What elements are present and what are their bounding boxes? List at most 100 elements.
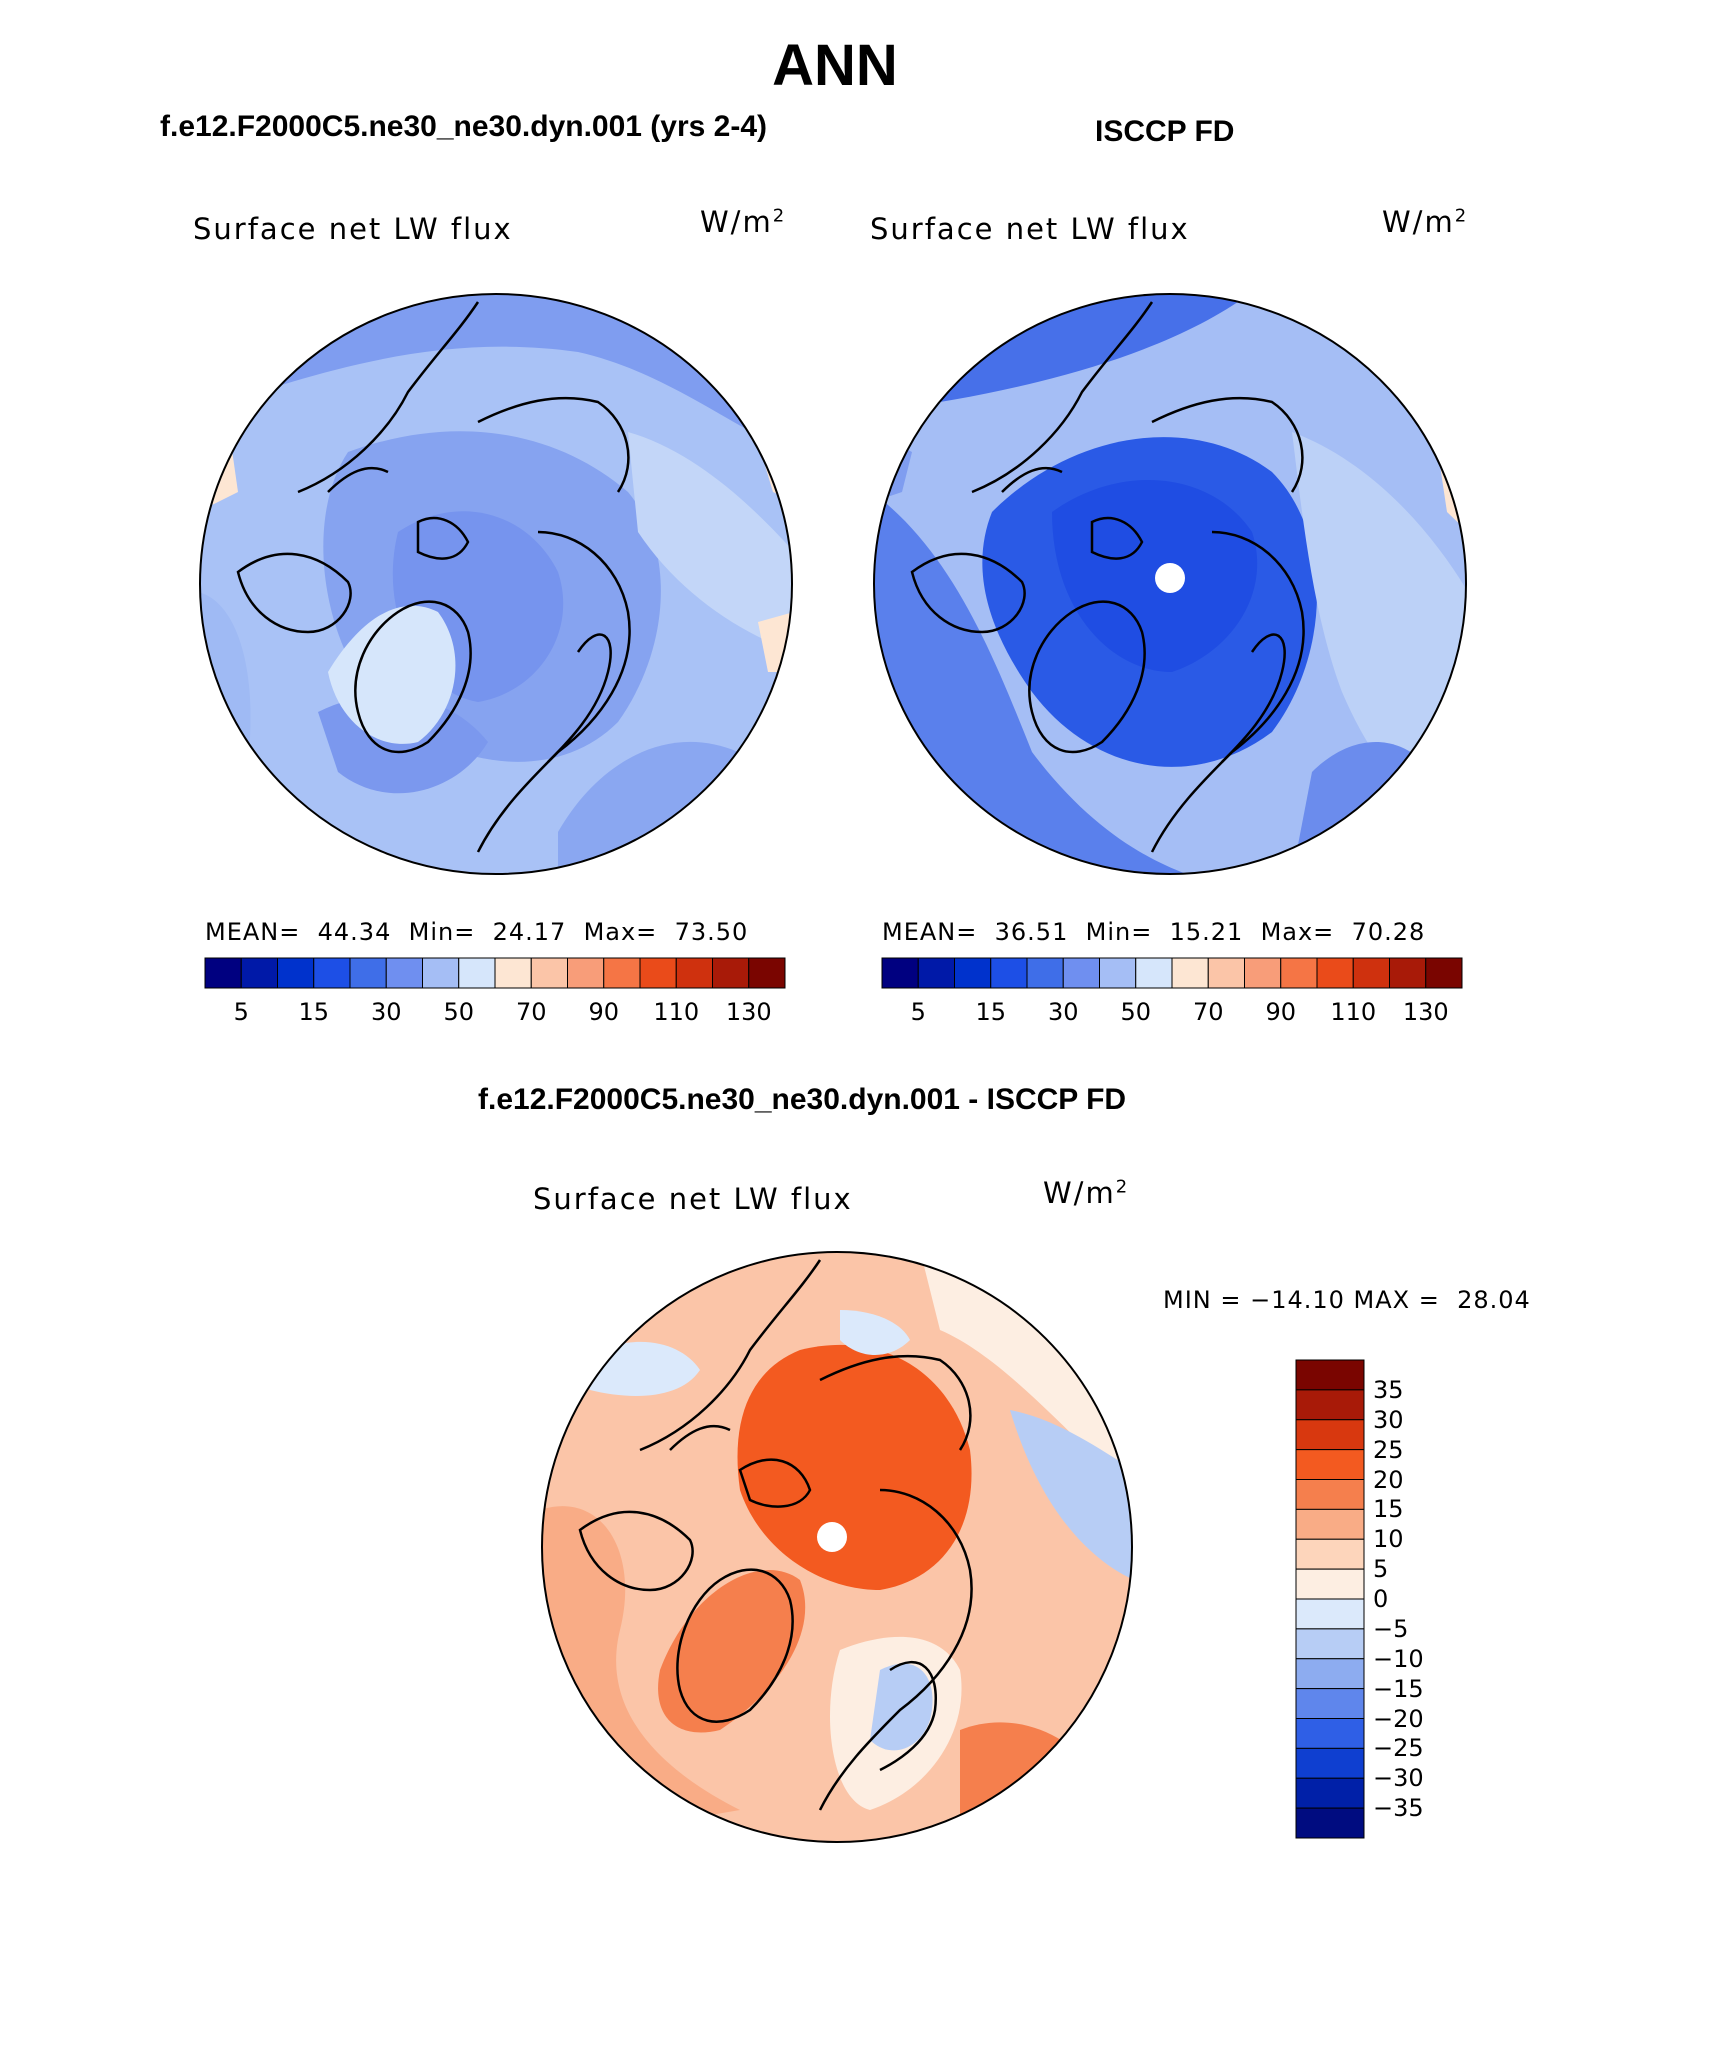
obs-polar-map	[873, 293, 1467, 875]
obs-colorbar-box	[1425, 957, 1463, 989]
model-colorbar-tick-label: 5	[233, 998, 249, 1026]
model-stats: MEAN= 44.34 Min= 24.17 Max= 73.50	[205, 918, 749, 946]
diff-colorbar	[1295, 1359, 1365, 1839]
diff-colorbar-box	[1295, 1389, 1365, 1421]
diff-colorbar-box	[1295, 1479, 1365, 1510]
model-colorbar-tick-label: 130	[725, 998, 772, 1026]
diff-colorbar-tick-label: −35	[1373, 1794, 1424, 1823]
obs-colorbar-box	[1352, 957, 1390, 989]
diff-colorbar-box	[1295, 1568, 1365, 1600]
model-colorbar-box	[458, 957, 496, 989]
model-colorbar-tick-label: 90	[588, 998, 620, 1026]
diff-colorbar-box	[1295, 1598, 1365, 1630]
page-title: ANN	[772, 33, 898, 98]
obs-stats: MEAN= 36.51 Min= 15.21 Max= 70.28	[882, 918, 1426, 946]
diff-colorbar-box	[1295, 1718, 1365, 1749]
model-colorbar-box	[204, 957, 242, 989]
model-colorbar-box	[712, 957, 750, 989]
obs-colorbar-tick-label: 130	[1402, 998, 1449, 1026]
diff-colorbar-tick-label: 10	[1373, 1525, 1404, 1554]
model-colorbar-tick-label: 110	[653, 998, 700, 1026]
diff-colorbar-tick-label: −20	[1373, 1704, 1424, 1733]
diff-colorbar-labels: 35 30 25 20 15 10 5 0 −5 −10 −15 −20 −25 −30 −35	[1373, 1359, 1483, 1839]
diff-colorbar-box	[1295, 1359, 1365, 1391]
diff-colorbar-tick-label: 15	[1373, 1495, 1404, 1524]
model-colorbar-box	[675, 957, 713, 989]
model-colorbar-labels: 5 15 30 50 70 90 110 130	[205, 998, 785, 1030]
obs-colorbar-box	[917, 957, 955, 989]
model-colorbar	[204, 957, 786, 989]
obs-case-title: ISCCP FD	[1095, 115, 1235, 148]
model-colorbar-box	[349, 957, 387, 989]
obs-colorbar-tick-label: 110	[1330, 998, 1377, 1026]
diff-colorbar-box	[1295, 1807, 1365, 1839]
diff-units-label: W/m2	[1043, 1176, 1130, 1210]
diff-colorbar-tick-label: −15	[1373, 1674, 1424, 1703]
diff-variable-label: Surface net LW flux	[533, 1182, 853, 1216]
obs-variable-label: Surface net LW flux	[870, 212, 1190, 246]
obs-colorbar-box	[1207, 957, 1245, 989]
obs-colorbar-tick-label: 70	[1192, 998, 1224, 1026]
obs-colorbar-box	[1026, 957, 1064, 989]
obs-colorbar-tick-label: 15	[975, 998, 1007, 1026]
model-units-label: W/m2	[700, 205, 787, 239]
diff-colorbar-tick-label: −10	[1373, 1644, 1424, 1673]
model-colorbar-tick-label: 15	[298, 998, 330, 1026]
model-polar-map	[199, 293, 793, 875]
diff-colorbar-box	[1295, 1538, 1365, 1570]
obs-colorbar	[881, 957, 1463, 989]
obs-colorbar-box	[1316, 957, 1354, 989]
diff-colorbar-box	[1295, 1688, 1365, 1719]
diff-colorbar-box	[1295, 1628, 1365, 1660]
diff-colorbar-tick-label: 25	[1373, 1435, 1404, 1464]
obs-colorbar-box	[1280, 957, 1318, 989]
model-colorbar-box	[639, 957, 677, 989]
diff-colorbar-tick-label: −5	[1373, 1614, 1409, 1643]
model-colorbar-box	[748, 957, 786, 989]
obs-colorbar-tick-label: 30	[1047, 998, 1079, 1026]
diff-minmax: MIN = −14.10 MAX = 28.04	[1163, 1286, 1531, 1314]
model-colorbar-box	[240, 957, 278, 989]
diff-colorbar-tick-label: 0	[1373, 1585, 1389, 1613]
obs-colorbar-tick-label: 90	[1265, 998, 1297, 1026]
model-colorbar-box	[567, 957, 605, 989]
obs-colorbar-box	[881, 957, 919, 989]
diff-colorbar-box	[1295, 1508, 1365, 1540]
diff-pole-mask	[817, 1522, 847, 1552]
diff-colorbar-tick-label: 5	[1373, 1555, 1389, 1584]
obs-colorbar-box	[990, 957, 1028, 989]
obs-colorbar-tick-label: 50	[1120, 998, 1152, 1026]
diff-colorbar-tick-label: 30	[1373, 1405, 1404, 1434]
diff-colorbar-tick-label: −30	[1373, 1764, 1424, 1793]
model-colorbar-tick-label: 50	[443, 998, 475, 1026]
diff-polar-map	[541, 1251, 1133, 1843]
diff-colorbar-tick-label: −25	[1373, 1734, 1424, 1763]
diff-colorbar-tick-label: 35	[1373, 1375, 1404, 1404]
model-colorbar-box	[385, 957, 423, 989]
obs-colorbar-box	[1244, 957, 1282, 989]
model-colorbar-box	[494, 957, 532, 989]
obs-colorbar-box	[954, 957, 992, 989]
diff-colorbar-box	[1295, 1419, 1365, 1451]
model-variable-label: Surface net LW flux	[193, 212, 513, 246]
diff-colorbar-box	[1295, 1658, 1365, 1690]
model-colorbar-tick-label: 30	[370, 998, 402, 1026]
obs-colorbar-tick-label: 5	[910, 998, 926, 1026]
obs-colorbar-box	[1062, 957, 1100, 989]
model-colorbar-box	[530, 957, 568, 989]
obs-colorbar-box	[1135, 957, 1173, 989]
obs-pole-mask	[1155, 563, 1185, 593]
obs-colorbar-box	[1389, 957, 1427, 989]
obs-colorbar-box	[1099, 957, 1137, 989]
model-colorbar-box	[603, 957, 641, 989]
diff-case-title: f.e12.F2000C5.ne30_ne30.dyn.001 - ISCCP …	[478, 1083, 1127, 1116]
model-colorbar-box	[422, 957, 460, 989]
obs-colorbar-box	[1171, 957, 1209, 989]
model-colorbar-box	[277, 957, 315, 989]
diff-colorbar-box	[1295, 1449, 1365, 1480]
obs-colorbar-labels: 5 15 30 50 70 90 110 130	[882, 998, 1462, 1030]
obs-units-label: W/m2	[1382, 205, 1469, 239]
diff-colorbar-tick-label: 20	[1373, 1465, 1404, 1494]
diff-colorbar-box	[1295, 1777, 1365, 1809]
model-colorbar-tick-label: 70	[515, 998, 547, 1026]
